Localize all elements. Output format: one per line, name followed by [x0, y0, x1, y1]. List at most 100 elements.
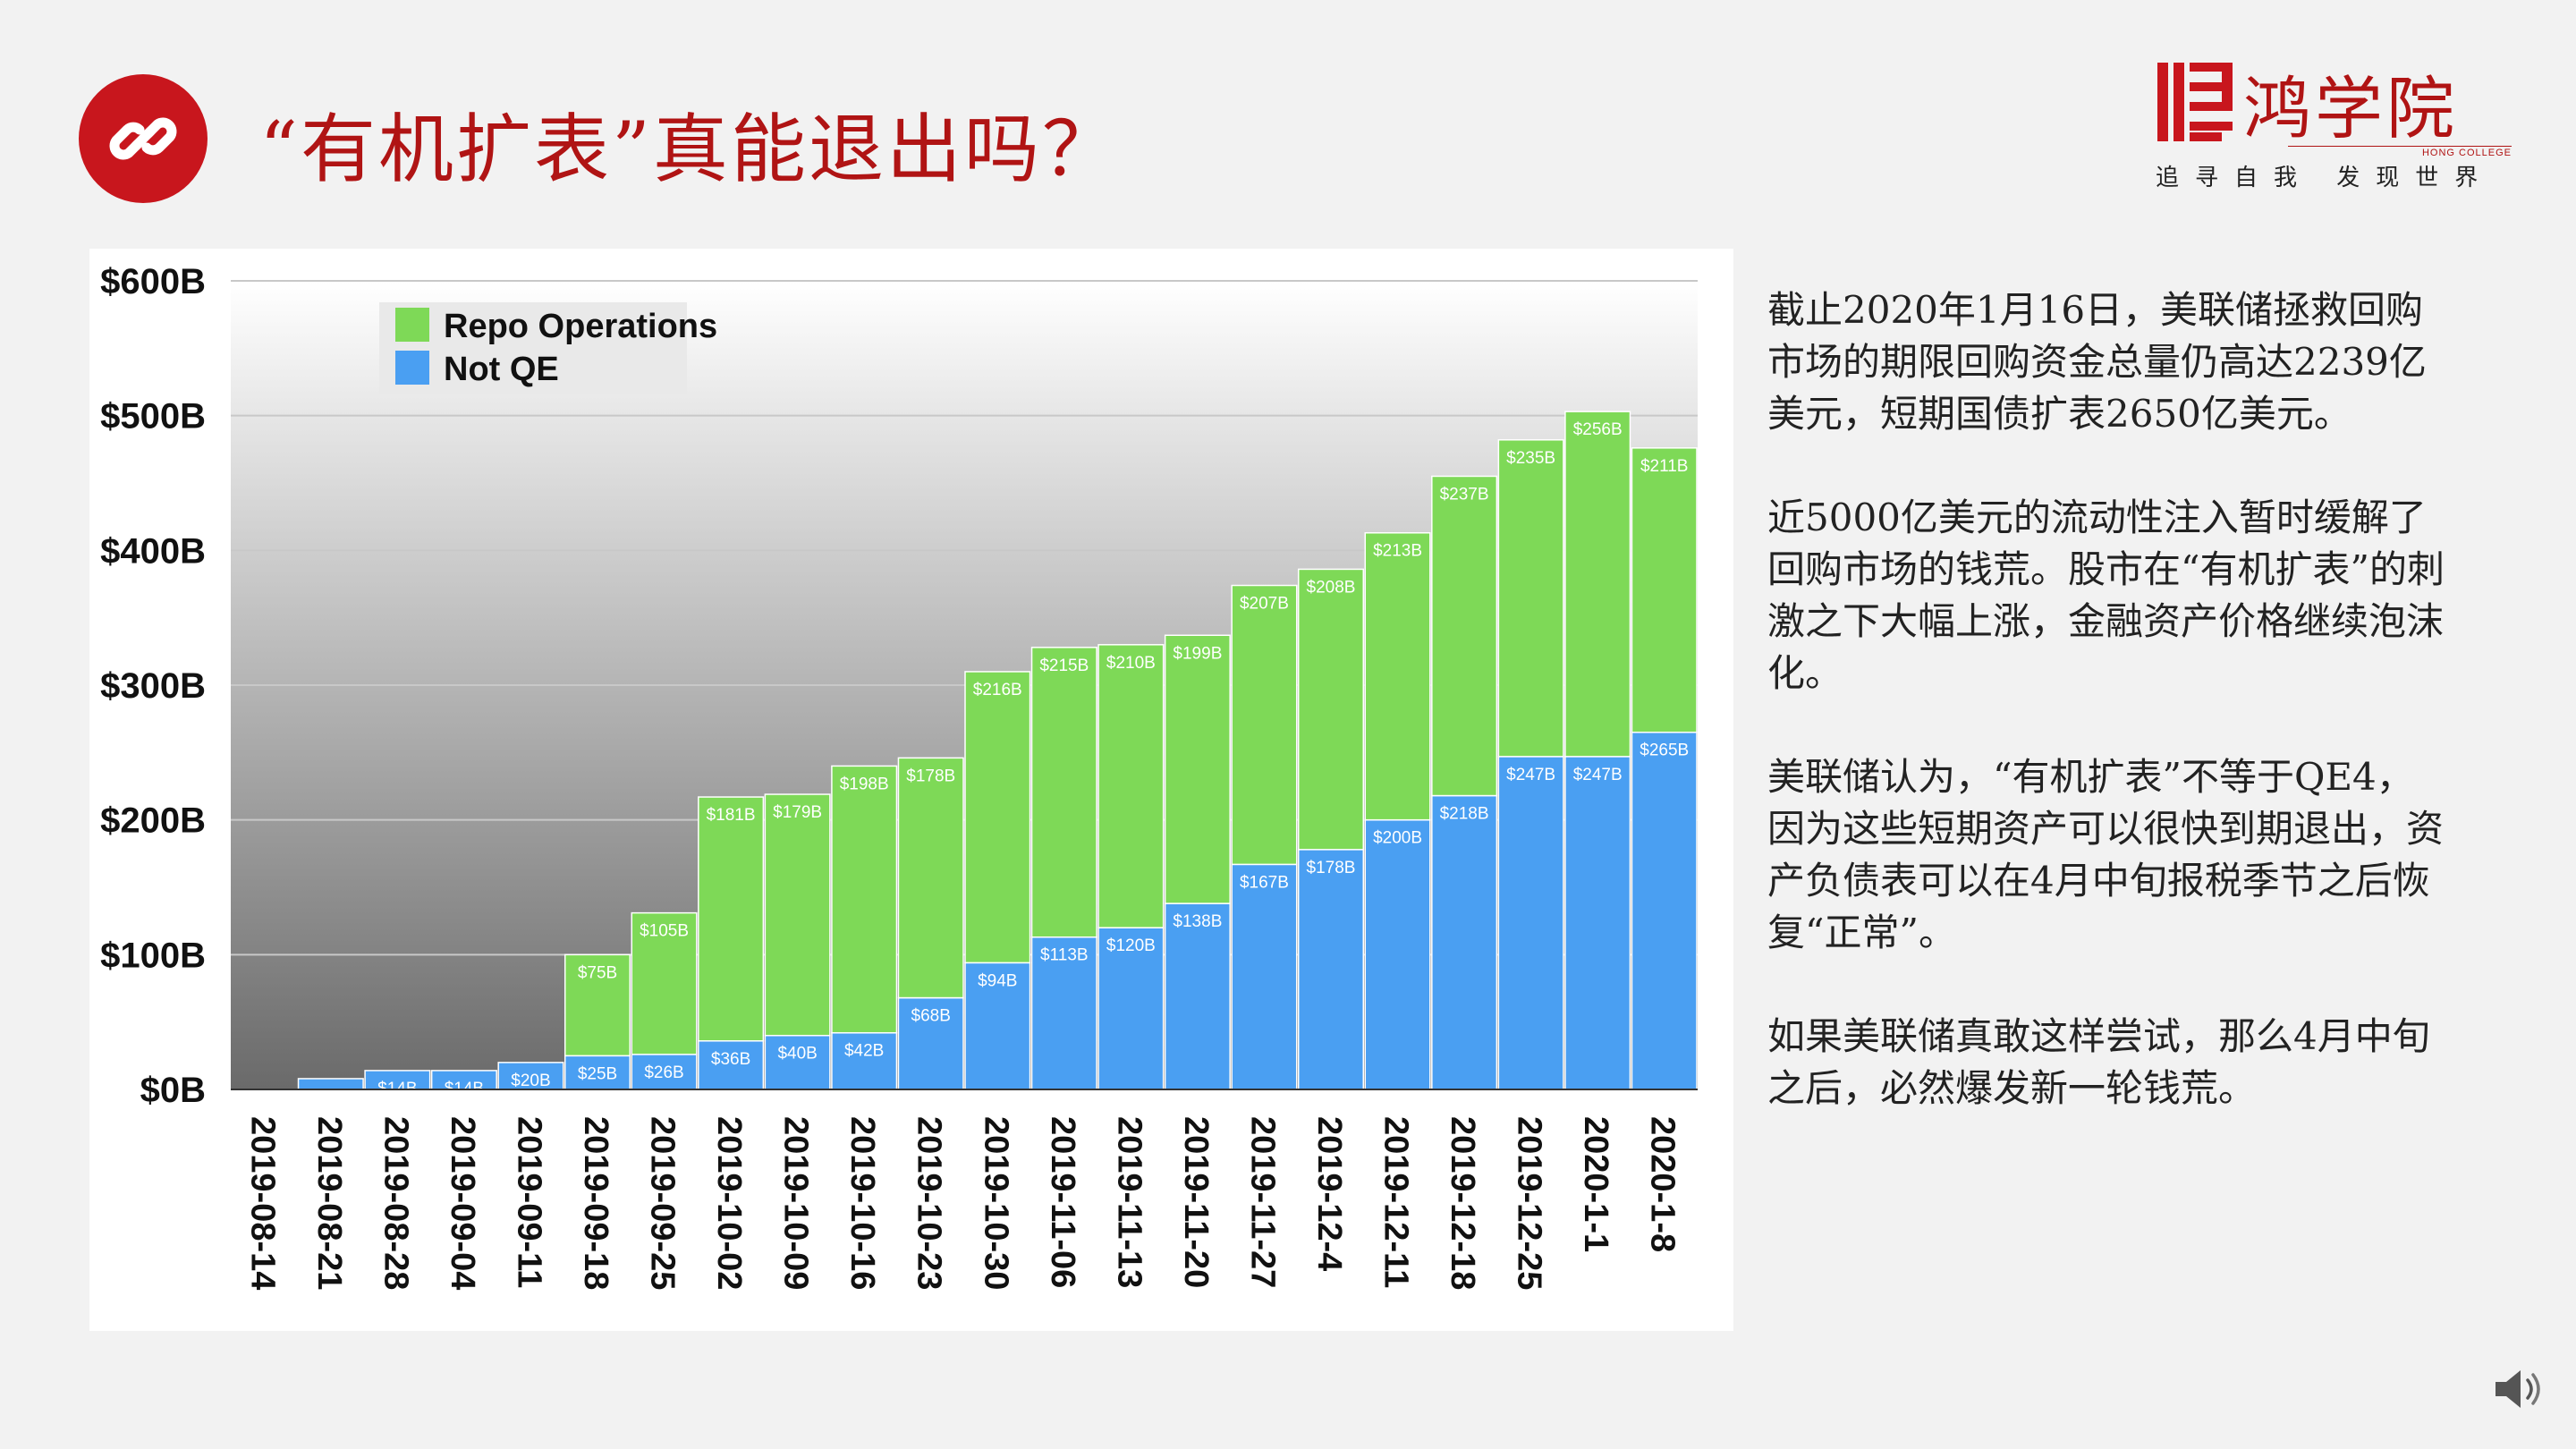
bar-not-qe [631, 1054, 698, 1090]
bar-repo-operations [1231, 584, 1298, 866]
data-label-repo-operations: $215B [1039, 657, 1089, 675]
data-label-not-qe: $247B [1573, 766, 1623, 784]
y-tick-label: $400B [100, 531, 206, 571]
link-badge [79, 74, 208, 203]
stacked-bar-chart: $0B $100B $200B $300B $400B $500B $600B 2019-08… [100, 262, 1698, 1290]
bar-not-qe [1097, 927, 1165, 1090]
data-label-not-qe: $178B [1307, 859, 1356, 877]
x-tick-label: 2020-1-1 [1577, 1116, 1614, 1252]
data-label-repo-operations: $198B [840, 775, 889, 793]
bar-not-qe [497, 1062, 564, 1090]
x-tick-label: 2019-09-25 [644, 1116, 682, 1290]
x-tick-label: 2019-11-20 [1177, 1116, 1215, 1288]
x-tick-label: 2019-12-18 [1444, 1116, 1481, 1290]
data-label-not-qe: $68B [911, 1007, 951, 1026]
link-icon [109, 117, 177, 160]
data-label-not-qe: $120B [1106, 936, 1156, 955]
data-label-not-qe: $138B [1173, 912, 1222, 931]
legend-swatch-repo-operations [395, 308, 429, 342]
bar-not-qe [1431, 794, 1498, 1090]
x-tick-label: 2019-12-25 [1511, 1116, 1548, 1290]
data-label-not-qe: $265B [1640, 741, 1689, 760]
data-label-repo-operations: $75B [578, 963, 617, 982]
logo-mark-icon [2157, 63, 2233, 141]
bar-not-qe [964, 962, 1031, 1090]
x-tick-label: 2019-12-11 [1377, 1116, 1415, 1288]
x-tick-label: 2020-1-8 [1644, 1116, 1682, 1252]
x-tick-label: 2019-10-09 [777, 1116, 815, 1290]
data-label-not-qe: $40B [777, 1045, 817, 1063]
data-label-not-qe: $36B [711, 1050, 750, 1069]
data-label-not-qe: $247B [1506, 766, 1555, 784]
data-label-repo-operations: $105B [640, 922, 689, 941]
bar-not-qe [897, 996, 964, 1090]
bar-repo-operations [1431, 475, 1498, 797]
bar-repo-operations [897, 757, 964, 999]
data-label-repo-operations: $207B [1240, 595, 1289, 614]
x-tick-label: 2019-09-18 [577, 1116, 614, 1290]
data-label-not-qe: $26B [644, 1063, 683, 1082]
data-label-not-qe: $20B [511, 1072, 550, 1090]
x-tick-label: 2019-11-27 [1243, 1116, 1281, 1288]
paragraph-4: 如果美联储真敢这样尝试，那么4月中旬之后，必然爆发新一轮钱荒。 [1767, 1014, 2430, 1110]
data-label-repo-operations: $210B [1106, 654, 1156, 673]
logo-slogan: 追寻自我 发现世界 [2156, 165, 2495, 191]
logo-name: 鸿学院 [2243, 69, 2458, 148]
data-label-repo-operations: $237B [1440, 485, 1489, 504]
bar-repo-operations [564, 953, 631, 1057]
x-tick-label: 2019-08-28 [377, 1116, 414, 1290]
bar-repo-operations [764, 793, 831, 1037]
bar-repo-operations [1497, 439, 1564, 758]
y-tick-label: $0B [140, 1071, 206, 1110]
x-tick-label: 2019-11-06 [1044, 1116, 1081, 1288]
bar-repo-operations [1364, 531, 1431, 821]
paragraph-3: 美联储认为，“有机扩表”不等于QE4，因为这些短期资产可以很快到期退出，资产负债… [1767, 755, 2445, 954]
bar-not-qe [564, 1055, 631, 1090]
y-tick-label: $200B [100, 801, 206, 841]
data-label-not-qe: $200B [1373, 829, 1422, 848]
bar-repo-operations [1097, 644, 1165, 928]
x-tick-label: 2019-08-21 [310, 1116, 348, 1290]
legend-label-repo-operations: Repo Operations [444, 308, 717, 345]
bar-repo-operations [631, 911, 698, 1055]
data-label-repo-operations: $213B [1373, 542, 1422, 561]
data-label-repo-operations: $181B [707, 806, 756, 825]
x-tick-label: 2019-10-30 [977, 1116, 1014, 1290]
bar-not-qe [1631, 731, 1698, 1090]
x-tick-label: 2019-09-04 [444, 1116, 481, 1290]
bar-not-qe [1364, 818, 1431, 1090]
data-label-not-qe: $42B [844, 1042, 884, 1061]
y-tick-label: $300B [100, 666, 206, 706]
legend-label-not-qe: Not QE [444, 351, 559, 388]
data-label-repo-operations: $235B [1506, 449, 1555, 468]
data-label-repo-operations: $199B [1173, 644, 1222, 663]
data-label-repo-operations: $208B [1307, 578, 1356, 597]
x-tick-label: 2019-10-23 [911, 1116, 948, 1290]
data-label-not-qe: $8B [316, 1088, 346, 1106]
bar-repo-operations [1631, 447, 1698, 733]
paragraph-1: 截止2020年1月16日，美联储拯救回购市场的期限回购资金总量仍高达2239亿美… [1767, 288, 2427, 436]
bar-not-qe [1297, 849, 1365, 1090]
hong-college-logo: 鸿学院 HONG COLLEGE 追寻自我 发现世界 [2147, 52, 2522, 195]
x-tick-label: 2019-12-4 [1310, 1116, 1348, 1271]
x-tick-label: 2019-10-02 [710, 1116, 748, 1290]
data-label-not-qe: $25B [578, 1064, 617, 1083]
bar-not-qe [1164, 902, 1231, 1090]
bar-repo-operations [1030, 647, 1097, 938]
legend-swatch-not-qe [395, 351, 429, 385]
logo-english: HONG COLLEGE [2288, 146, 2512, 158]
bar-not-qe [1231, 863, 1298, 1090]
y-tick-label: $600B [100, 262, 206, 301]
x-tick-label: 2019-10-16 [843, 1116, 881, 1290]
x-tick-label: 2019-11-13 [1110, 1116, 1148, 1288]
data-label-not-qe: $218B [1440, 805, 1489, 824]
data-label-repo-operations: $256B [1573, 420, 1623, 439]
bar-not-qe [1564, 756, 1631, 1090]
x-tick-label: 2019-09-11 [510, 1116, 547, 1288]
data-label-not-qe: $167B [1240, 873, 1289, 892]
chart-panel: $0B $100B $200B $300B $400B $500B $600B 2019-08… [89, 249, 1733, 1331]
y-tick-label: $100B [100, 936, 206, 975]
speaker-icon[interactable] [2492, 1367, 2546, 1411]
slide-title: “有机扩表”真能退出吗？ [259, 106, 1120, 193]
bar-repo-operations [831, 765, 898, 1034]
